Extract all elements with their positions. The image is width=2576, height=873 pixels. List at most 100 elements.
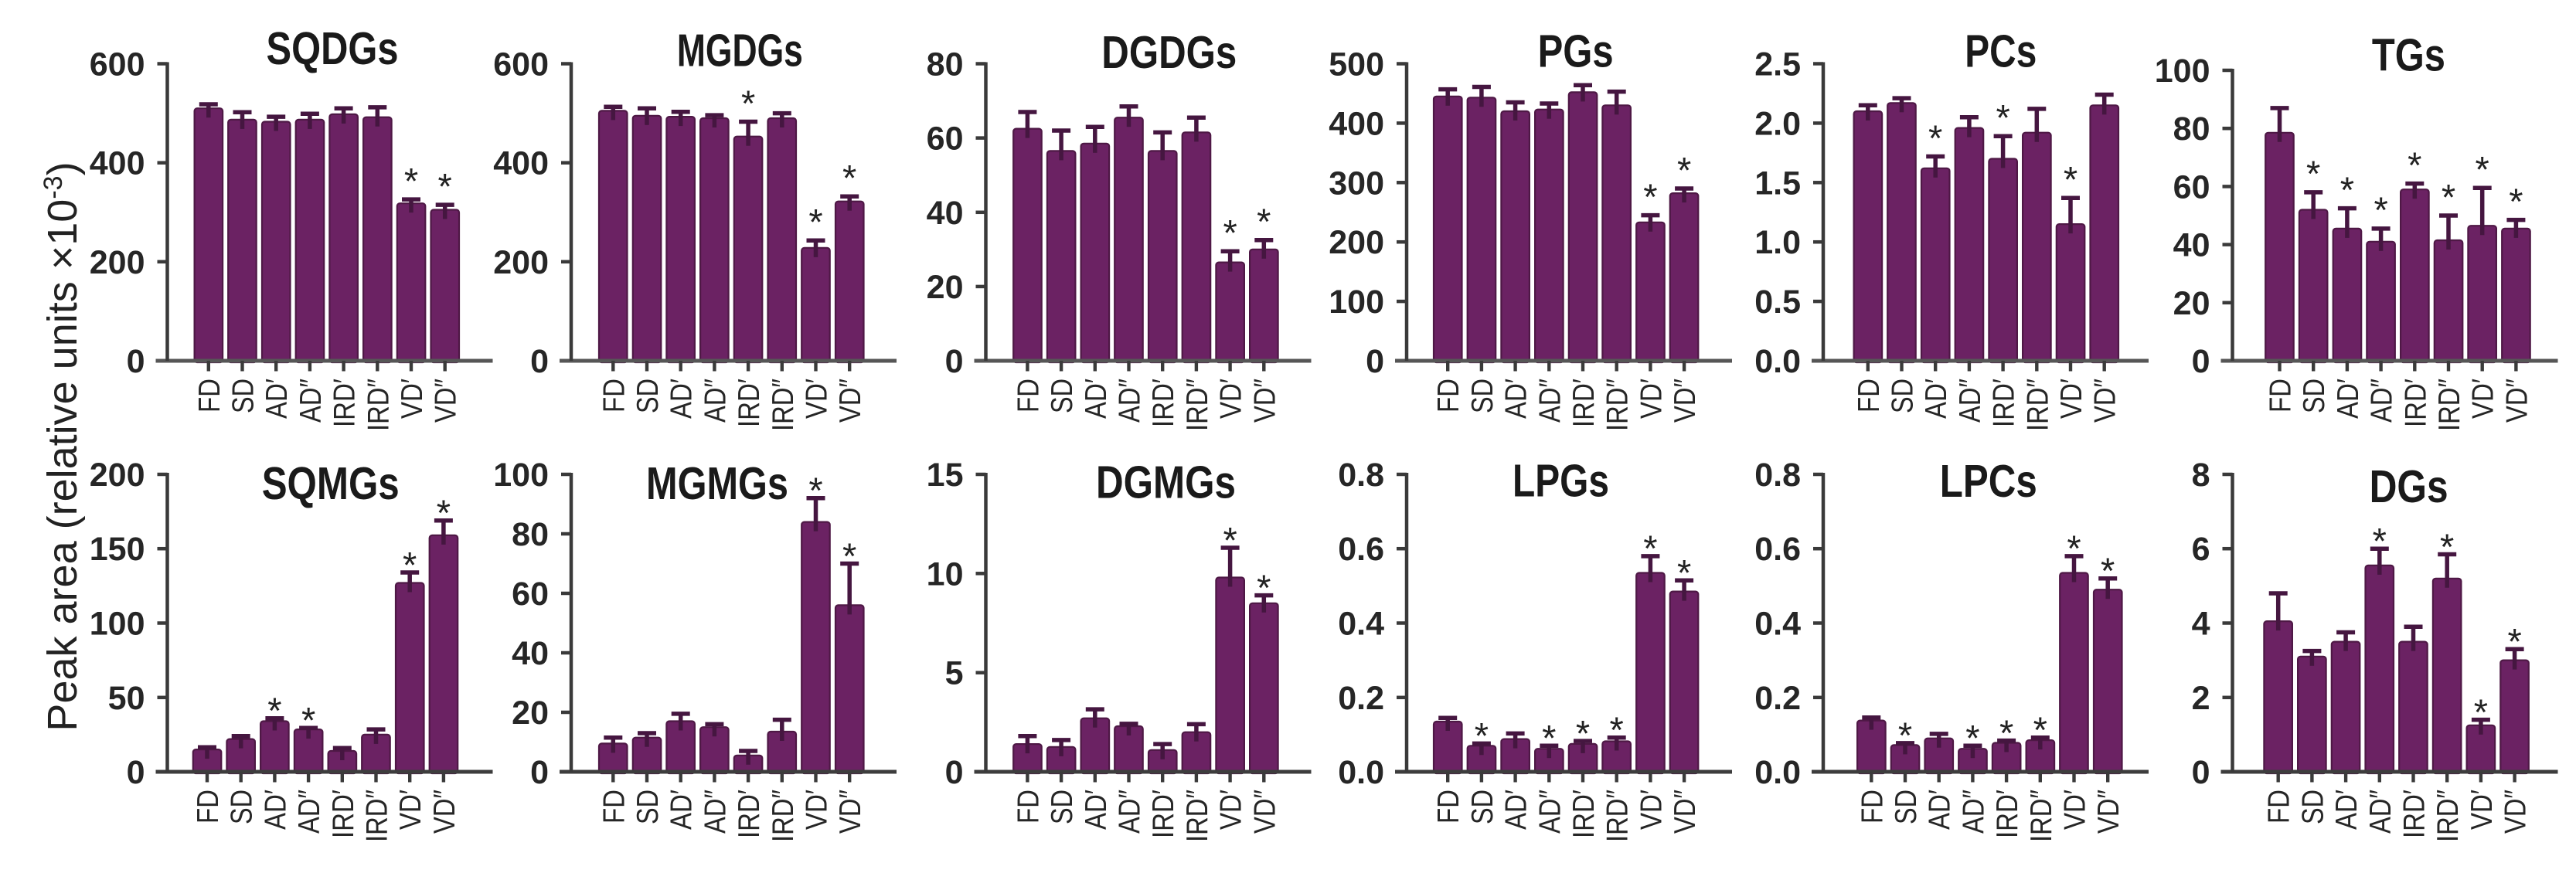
svg-text:AD″: AD″ [1533, 379, 1567, 423]
svg-text:*: * [2476, 149, 2489, 190]
svg-text:0.5: 0.5 [1754, 284, 1801, 321]
svg-text:100: 100 [1329, 284, 1384, 321]
svg-text:SQMGs: SQMGs [262, 458, 400, 509]
svg-text:IRD′: IRD′ [1147, 379, 1180, 427]
svg-text:*: * [2374, 189, 2387, 230]
svg-text:0.6: 0.6 [1754, 531, 1801, 568]
svg-text:*: * [1257, 567, 1271, 608]
svg-text:AD′: AD′ [1500, 379, 1533, 419]
svg-text:*: * [404, 160, 418, 201]
svg-text:SD: SD [2298, 379, 2331, 413]
svg-text:100: 100 [2155, 53, 2210, 90]
svg-text:6: 6 [2192, 531, 2210, 568]
svg-text:FD: FD [192, 790, 225, 824]
svg-text:0.0: 0.0 [1754, 754, 1801, 791]
svg-text:0: 0 [2192, 754, 2210, 791]
svg-text:AD″: AD″ [2364, 790, 2397, 834]
svg-text:*: * [2509, 181, 2523, 222]
svg-text:200: 200 [90, 457, 145, 494]
svg-text:SD: SD [2296, 790, 2329, 824]
svg-text:*: * [1475, 715, 1489, 756]
svg-text:400: 400 [90, 145, 145, 182]
svg-text:VD″: VD″ [2089, 379, 2122, 423]
svg-text:FD: FD [1012, 379, 1045, 413]
svg-text:AD″: AD″ [1954, 379, 1987, 423]
svg-text:*: * [2306, 153, 2320, 194]
svg-text:IRD″: IRD″ [767, 379, 800, 431]
svg-text:4: 4 [2192, 606, 2210, 643]
svg-text:VD′: VD′ [1635, 379, 1668, 419]
svg-text:0: 0 [530, 343, 549, 380]
svg-text:VD′: VD′ [2059, 790, 2092, 830]
svg-text:IRD″: IRD″ [1601, 790, 1635, 842]
svg-text:*: * [2474, 691, 2488, 732]
svg-text:AD″: AD″ [1114, 790, 1147, 834]
svg-text:AD′: AD′ [2330, 790, 2363, 830]
svg-text:*: * [1643, 528, 1657, 569]
svg-text:IRD″: IRD″ [1601, 379, 1635, 431]
svg-text:VD″: VD″ [2092, 790, 2125, 834]
svg-text:AD′: AD′ [1500, 790, 1533, 830]
svg-text:VD″: VD″ [2499, 790, 2533, 834]
svg-text:0: 0 [945, 343, 964, 380]
svg-text:*: * [301, 700, 315, 741]
svg-text:60: 60 [512, 576, 549, 613]
svg-text:SD: SD [1046, 379, 1079, 413]
svg-text:SQDGs: SQDGs [267, 23, 399, 74]
svg-text:FD: FD [2263, 790, 2296, 824]
svg-text:*: * [1996, 97, 2009, 138]
svg-text:60: 60 [927, 121, 964, 158]
svg-text:IRD′: IRD′ [1147, 790, 1180, 838]
svg-text:AD″: AD″ [1533, 790, 1567, 834]
svg-text:*: * [403, 544, 417, 585]
svg-text:*: * [741, 83, 755, 124]
svg-text:IRD″: IRD″ [2431, 790, 2465, 842]
svg-text:VD′: VD′ [1635, 790, 1668, 830]
svg-text:AD′: AD′ [1920, 379, 1953, 419]
svg-text:VD″: VD″ [834, 790, 867, 834]
svg-text:1.5: 1.5 [1754, 165, 1801, 202]
svg-text:AD″: AD″ [699, 379, 732, 423]
svg-text:8: 8 [2192, 457, 2210, 494]
svg-text:*: * [2033, 709, 2047, 750]
svg-text:*: * [2067, 528, 2081, 569]
svg-text:IRD″: IRD″ [2433, 379, 2466, 431]
svg-text:50: 50 [108, 680, 145, 717]
svg-text:AD′: AD′ [1080, 790, 1113, 830]
svg-text:FD: FD [1853, 379, 1886, 413]
svg-text:5: 5 [945, 655, 964, 692]
svg-text:0.2: 0.2 [1338, 680, 1384, 717]
svg-text:IRD′: IRD′ [2399, 379, 2432, 427]
svg-text:20: 20 [2173, 285, 2210, 322]
svg-text:VD′: VD′ [396, 379, 429, 419]
svg-text:*: * [808, 470, 822, 511]
svg-text:*: * [2442, 176, 2455, 217]
svg-text:0: 0 [530, 754, 549, 791]
svg-text:VD′: VD′ [1215, 790, 1248, 830]
svg-text:SD: SD [1890, 790, 1923, 824]
svg-text:TGs: TGs [2372, 30, 2445, 81]
svg-text:*: * [2440, 526, 2454, 567]
svg-text:IRD″: IRD″ [767, 790, 800, 842]
svg-text:0: 0 [945, 754, 964, 791]
svg-text:600: 600 [90, 46, 145, 83]
svg-text:VD″: VD″ [1669, 790, 1702, 834]
svg-text:SD: SD [1466, 790, 1499, 824]
svg-text:600: 600 [493, 46, 549, 83]
svg-text:15: 15 [927, 457, 964, 494]
svg-text:0.6: 0.6 [1338, 531, 1384, 568]
svg-text:VD′: VD′ [2467, 379, 2500, 419]
svg-text:IRD′: IRD′ [733, 790, 766, 838]
svg-text:0.8: 0.8 [1754, 457, 1801, 494]
svg-text:500: 500 [1329, 46, 1384, 83]
svg-text:0: 0 [127, 343, 145, 380]
svg-text:*: * [438, 165, 452, 206]
svg-text:VD″: VD″ [428, 790, 461, 834]
svg-text:AD″: AD″ [699, 790, 732, 834]
svg-text:FD: FD [1432, 379, 1465, 413]
svg-text:*: * [808, 202, 822, 243]
svg-text:AD′: AD′ [259, 790, 292, 830]
svg-text:IRD″: IRD″ [2025, 790, 2058, 842]
svg-text:0.8: 0.8 [1338, 457, 1384, 494]
svg-text:*: * [1610, 709, 1624, 750]
